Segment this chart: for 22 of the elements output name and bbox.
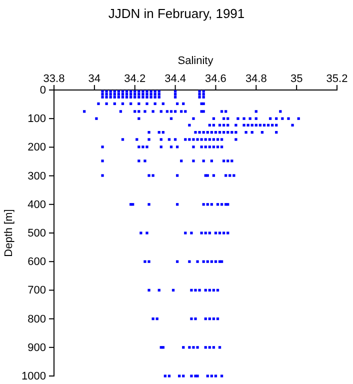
y-tick-label: 700 [28, 284, 46, 297]
y-tick-label: 300 [28, 170, 46, 182]
x-tick-label: 34.2 [124, 73, 146, 85]
x-tick-label: 35.2 [326, 73, 348, 85]
y-axis-title: Depth [m] [3, 209, 15, 257]
y-tick-label: 800 [28, 313, 46, 326]
y-tick-label: 600 [28, 256, 46, 268]
x-tick-label: 34 [88, 73, 101, 85]
chart-title: JJDN in February, 1991 [108, 6, 245, 21]
y-tick-label: 100 [28, 113, 46, 126]
x-tick-label: 34.6 [205, 73, 226, 85]
y-tick-label: 1000 [22, 370, 46, 383]
y-tick-label: 200 [28, 142, 46, 154]
x-tick-label: 34.4 [164, 73, 186, 85]
y-tick-label: 0 [40, 84, 46, 97]
y-tick-label: 900 [28, 342, 46, 354]
y-tick-label: 500 [28, 228, 46, 240]
x-axis-title: Salinity [178, 55, 214, 67]
x-tick-label: 33.8 [43, 73, 65, 85]
x-tick-label: 35 [290, 73, 303, 85]
y-tick-label: 400 [28, 198, 46, 211]
x-tick-label: 34.8 [245, 73, 267, 85]
